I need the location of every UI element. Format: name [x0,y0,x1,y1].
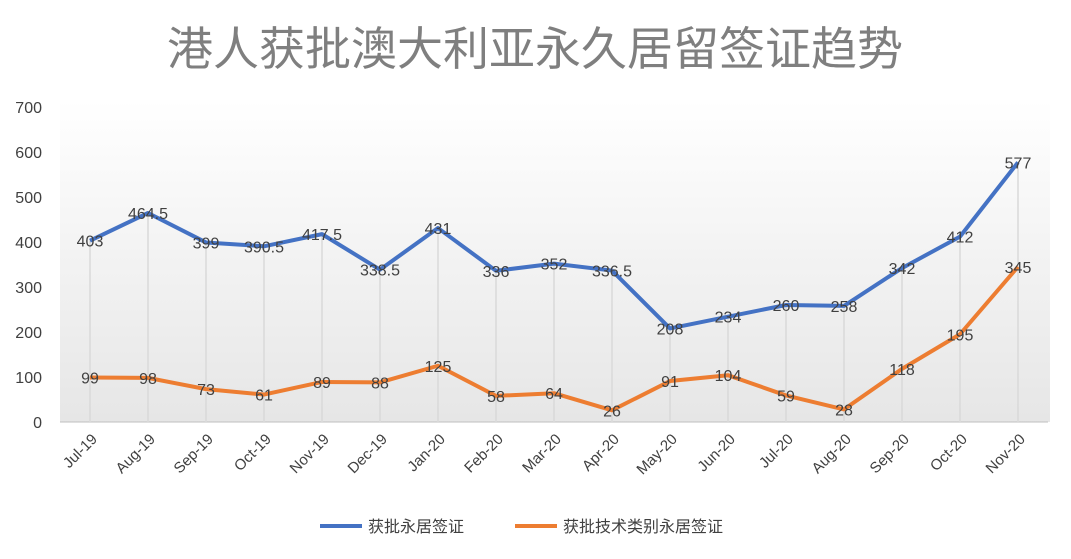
series-line-2 [89,265,1020,413]
plot-area [60,100,1050,422]
chart-title: 港人获批澳大利亚永久居留签证趋势 [167,22,903,76]
y-tick-label: 0 [33,415,42,432]
data-label: 431 [425,221,452,238]
data-label: 464.5 [128,206,168,223]
data-label: 104 [715,368,742,385]
y-tick-label: 400 [15,235,42,252]
y-tick-label: 500 [15,190,42,207]
data-label: 345 [1005,260,1032,277]
data-label: 342 [889,261,916,278]
y-tick-label: 600 [15,145,42,162]
x-tick-label: Jul-20 [756,431,797,472]
x-tick-label: Apr-20 [579,431,623,475]
data-label: 260 [773,298,800,315]
x-tick-label: Nov-20 [983,431,1029,477]
y-tick-label: 100 [15,370,42,387]
data-label: 352 [541,257,568,274]
data-label: 59 [777,388,795,405]
data-label: 98 [139,371,157,388]
data-label: 234 [715,310,742,327]
x-tick-label: Oct-20 [927,431,971,475]
data-label: 64 [545,386,563,403]
series-line-1 [89,161,1020,331]
data-label: 89 [313,375,331,392]
data-label: 73 [197,382,215,399]
data-label: 125 [425,359,452,376]
data-label: 417.5 [302,227,342,244]
data-label: 99 [81,370,99,387]
data-label: 118 [889,362,915,379]
data-label: 91 [661,374,679,391]
data-label: 336.5 [592,264,632,281]
data-label: 26 [603,403,621,420]
x-tick-label: Sep-20 [867,431,913,477]
data-label: 412 [947,230,974,247]
data-label: 336 [483,264,510,281]
x-tick-label: Aug-20 [809,431,855,477]
x-tick-label: Aug-19 [113,431,159,477]
data-label: 399 [193,235,220,252]
data-label: 58 [487,389,505,406]
data-label: 403 [77,234,104,251]
data-label: 258 [831,299,858,316]
data-label: 28 [835,402,853,419]
data-label: 338.5 [360,263,400,280]
legend-label: 获批永居签证 [368,518,464,536]
data-label: 577 [1005,155,1032,172]
y-tick-label: 700 [15,100,42,117]
data-label: 195 [947,327,974,344]
y-tick-label: 300 [15,280,42,297]
data-label: 88 [371,375,389,392]
x-tick-label: Nov-19 [287,431,333,477]
x-tick-label: Sep-19 [171,431,217,477]
x-tick-label: Jul-19 [60,431,101,472]
x-tick-label: Jan-20 [404,431,448,475]
y-tick-label: 200 [15,325,42,342]
x-tick-label: Oct-19 [231,431,275,475]
x-tick-label: Feb-20 [461,431,507,477]
x-tick-label: Dec-19 [345,431,391,477]
x-tick-label: Mar-20 [519,431,565,477]
x-tick-label: Jun-20 [694,431,738,475]
x-tick-label: May-20 [633,431,680,478]
data-label: 61 [255,388,273,405]
data-label: 208 [657,321,684,338]
legend-label: 获批技术类别永居签证 [563,518,723,536]
data-label: 390.5 [244,239,284,256]
